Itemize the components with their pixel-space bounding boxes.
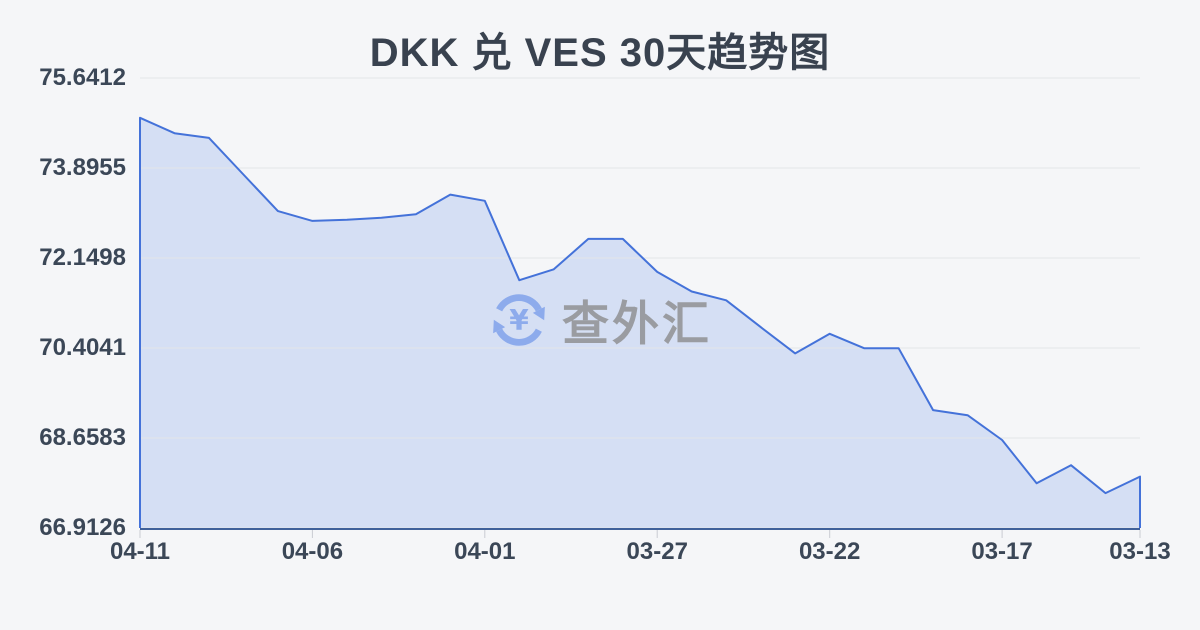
x-axis-label: 03-27: [626, 538, 688, 565]
y-axis-label: 75.6412: [39, 64, 126, 91]
y-axis-label: 70.4041: [39, 333, 126, 361]
y-axis-label: 72.1498: [39, 243, 126, 271]
area-fill: [140, 117, 1140, 529]
y-axis-label: 73.8955: [39, 153, 126, 181]
y-axis-label: 66.9126: [39, 514, 126, 541]
x-axis-label: 04-06: [281, 538, 344, 565]
x-axis-label: 04-11: [109, 538, 171, 565]
y-axis-label: 68.6583: [39, 424, 126, 451]
x-axis-label: 03-13: [1109, 538, 1171, 565]
trend-line: [139, 116, 1141, 528]
x-axis-label: 04-01: [454, 538, 516, 565]
x-axis-label: 03-22: [798, 538, 861, 565]
x-axis-label: 03-17: [971, 538, 1033, 565]
chart-title: DKK 兑 VES 30天趋势图: [369, 31, 831, 75]
